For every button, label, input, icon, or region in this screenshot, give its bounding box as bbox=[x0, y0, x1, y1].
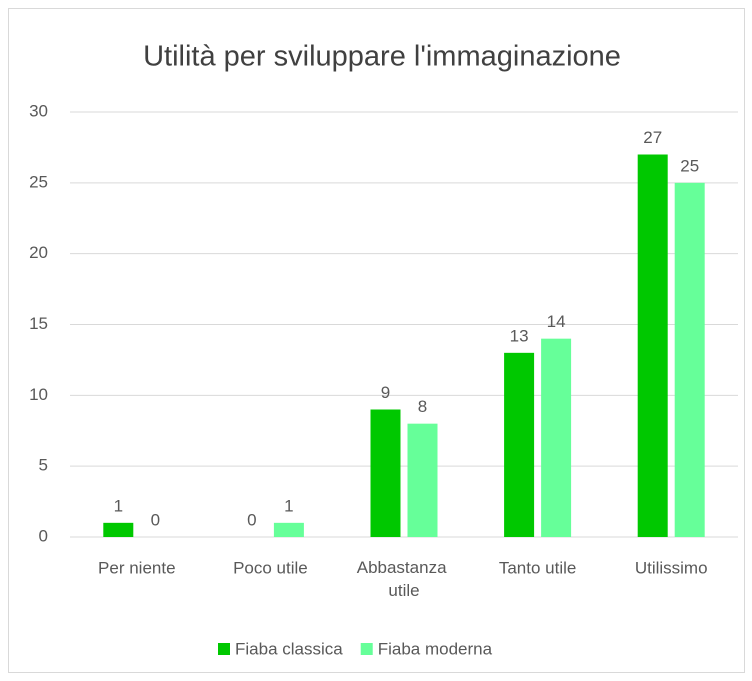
legend-swatch bbox=[360, 643, 373, 655]
data-label: 14 bbox=[547, 312, 566, 331]
bar bbox=[273, 522, 304, 537]
y-tick-label: 15 bbox=[29, 314, 48, 333]
legend-swatch bbox=[218, 643, 230, 655]
y-tick-label: 25 bbox=[29, 172, 48, 191]
chart-title: Utilità per sviluppare l'immaginazione bbox=[143, 41, 621, 73]
x-tick-label: Utilissimo bbox=[635, 558, 708, 577]
x-tick-label: Per niente bbox=[98, 558, 176, 577]
y-tick-label: 30 bbox=[29, 101, 48, 120]
bar bbox=[504, 352, 535, 537]
bar bbox=[637, 154, 668, 537]
bar bbox=[541, 338, 572, 537]
bar bbox=[103, 522, 134, 537]
bar bbox=[674, 182, 705, 538]
y-tick-label: 20 bbox=[29, 243, 48, 262]
data-label: 27 bbox=[643, 128, 662, 147]
legend-label: Fiaba moderna bbox=[378, 639, 493, 658]
chart-border bbox=[8, 8, 745, 673]
x-tick-label: Abbastanza utile bbox=[357, 558, 452, 600]
y-tick-label: 5 bbox=[39, 456, 48, 475]
data-label: 1 bbox=[114, 496, 123, 515]
data-label: 25 bbox=[680, 156, 699, 175]
y-tick-label: 10 bbox=[29, 385, 48, 404]
data-label: 0 bbox=[151, 510, 160, 529]
data-label: 1 bbox=[284, 496, 293, 515]
x-tick-label: Tanto utile bbox=[499, 558, 577, 577]
y-tick-label: 0 bbox=[39, 526, 48, 545]
data-label: 9 bbox=[381, 383, 390, 402]
bar bbox=[370, 409, 401, 537]
bar bbox=[407, 423, 438, 537]
x-tick-label: Poco utile bbox=[233, 558, 308, 577]
data-label: 0 bbox=[247, 510, 256, 529]
data-label: 13 bbox=[510, 326, 529, 345]
legend-label: Fiaba classica bbox=[235, 639, 343, 658]
data-label: 8 bbox=[418, 397, 427, 416]
